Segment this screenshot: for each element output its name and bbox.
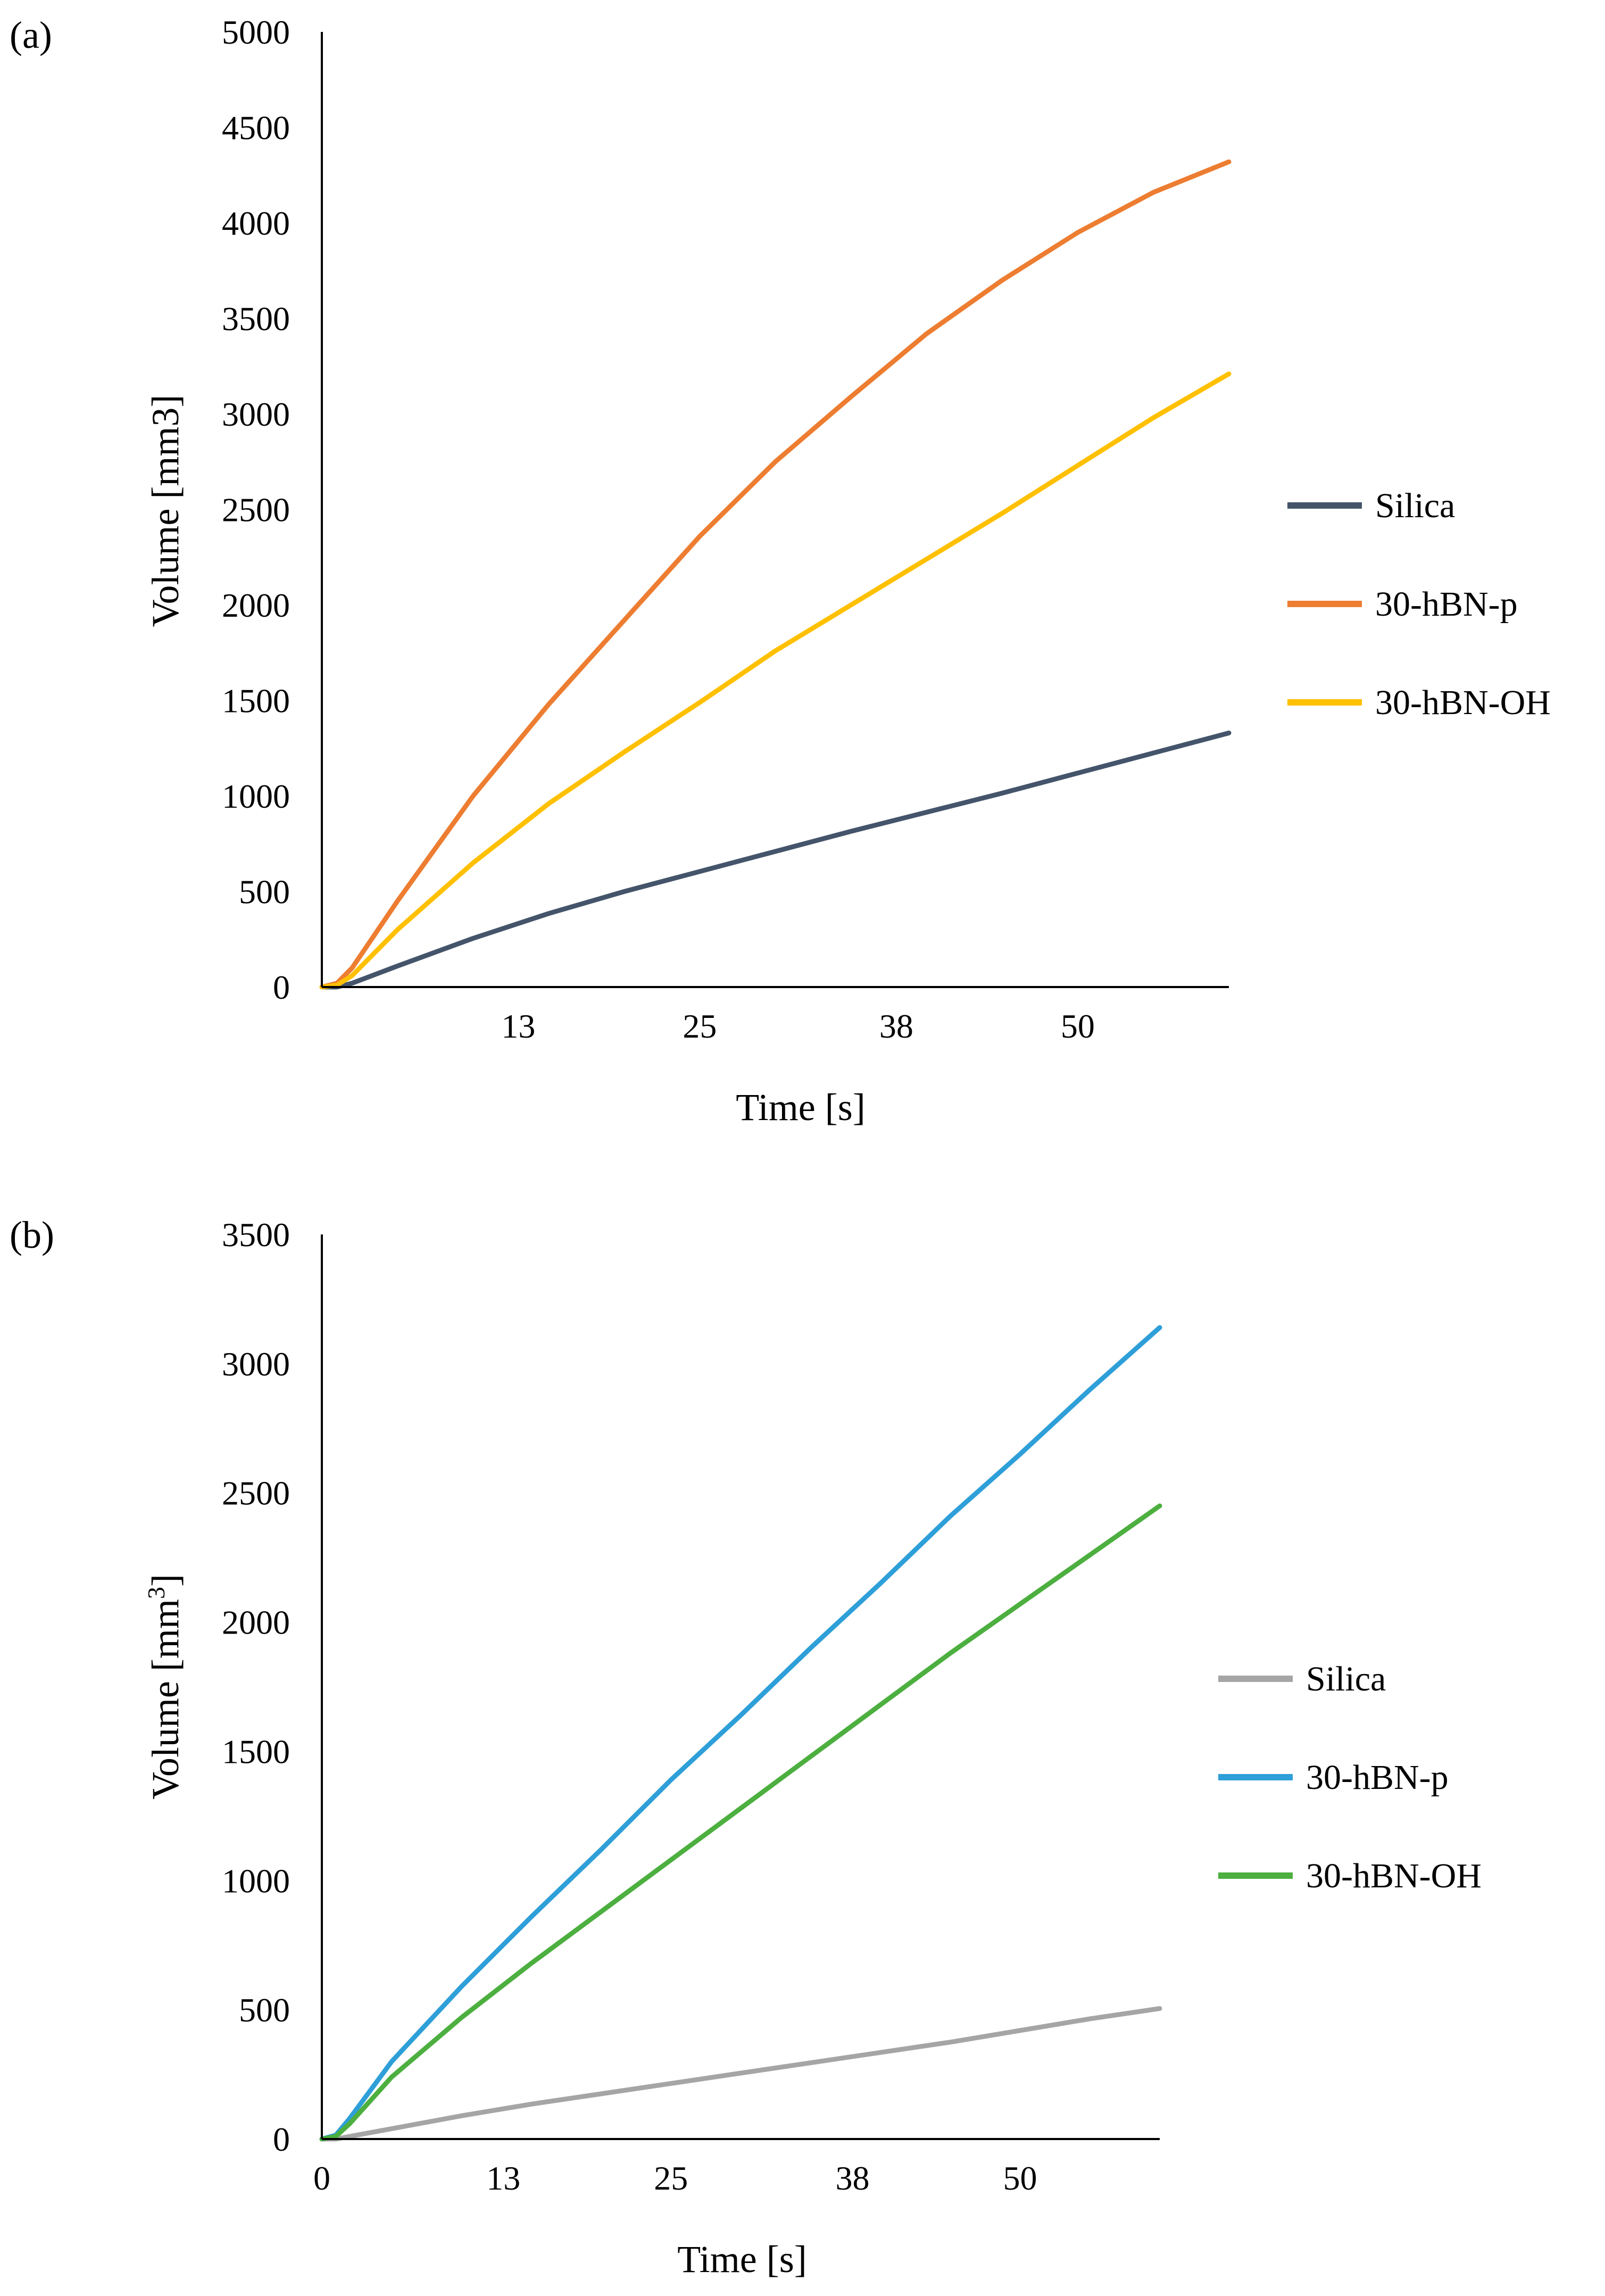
panel-b-y-tick-label: 500: [239, 1991, 290, 2029]
panel-b-y-tick-label: 3000: [222, 1345, 290, 1383]
panel-a: (a) 0 500 1000 1500 2000 2500 3000 3500 4000 4500…: [10, 13, 1551, 1129]
panel-b-legend-label-30-hbn-oh: 30-hBN-OH: [1306, 1856, 1482, 1895]
panel-a-y-tick-label: 2000: [222, 586, 290, 624]
panel-a-series-silica: [319, 731, 1232, 990]
panel-a-y-tick-label: 1000: [222, 777, 290, 815]
panel-a-legend: Silica 30-hBN-p 30-hBN-OH: [1287, 486, 1551, 722]
panel-a-y-tick-label: 3000: [222, 395, 290, 433]
panel-a-y-axis-title: Volume [mm3]: [144, 395, 187, 627]
panel-a-series-30-hbn-oh: [319, 371, 1232, 990]
panel-a-x-tick-label: 50: [1061, 1007, 1095, 1045]
panel-b-y-tick-label: 0: [273, 2120, 290, 2158]
panel-b-y-tick-label: 3500: [222, 1216, 290, 1254]
panel-b-y-tick-label: 2500: [222, 1474, 290, 1512]
panel-b-ticks: 0 500 1000 1500 2000 2500 3000 3500 0 13 25 38 50: [222, 1216, 1037, 2197]
panel-a-label: (a): [10, 14, 52, 56]
panel-b-x-tick-label: 0: [313, 2159, 330, 2197]
panel-b-series-30-hbn-oh: [319, 1503, 1162, 2142]
panel-b-label: (b): [10, 1214, 54, 1256]
panel-a-y-tick-label: 4000: [222, 204, 290, 242]
panel-a-y-tick-label: 0: [273, 968, 290, 1006]
panel-a-y-tick-label: 1500: [222, 682, 290, 720]
panel-b-y-axis-title-end: ]: [144, 1574, 187, 1587]
panel-b-y-axis-title-sup: 3: [143, 1587, 170, 1599]
panel-b-y-axis-title: Volume [mm3]: [143, 1574, 187, 1800]
panel-a-x-tick-label: 13: [501, 1007, 535, 1045]
panel-a-ticks: 0 500 1000 1500 2000 2500 3000 3500 4000 4500 5000…: [222, 13, 1095, 1045]
panel-b-x-tick-label: 38: [836, 2159, 870, 2197]
panel-a-x-tick-label: 38: [879, 1007, 913, 1045]
panel-a-legend-label-30-hbn-p: 30-hBN-p: [1375, 585, 1518, 624]
panel-a-x-tick-label: 25: [683, 1007, 717, 1045]
panel-b-x-tick-label: 50: [1003, 2159, 1037, 2197]
panel-b-x-tick-label: 13: [486, 2159, 520, 2197]
panel-b-y-tick-label: 1500: [222, 1733, 290, 1770]
panel-a-y-tick-label: 500: [239, 873, 290, 911]
panel-a-series-30-hbn-p: [319, 159, 1232, 990]
panel-a-y-tick-label: 5000: [222, 13, 290, 51]
panel-b-series-group: [319, 1325, 1162, 2142]
panel-a-y-tick-label: 2500: [222, 491, 290, 529]
panel-b-x-tick-label: 25: [654, 2159, 688, 2197]
panel-a-legend-label-silica: Silica: [1375, 486, 1455, 525]
panel-b-series-silica: [319, 2006, 1162, 2142]
panel-b: (b) 0 500 1000 1500 2000 2500 3000 3500 0 13 25 38 5…: [10, 1214, 1482, 2281]
panel-b-y-axis-title-main: Volume [mm: [144, 1599, 187, 1800]
panel-a-y-tick-label: 3500: [222, 300, 290, 338]
panel-b-x-axis-title: Time [s]: [677, 2238, 806, 2281]
panel-a-legend-label-30-hbn-oh: 30-hBN-OH: [1375, 683, 1551, 722]
panel-b-legend: Silica 30-hBN-p 30-hBN-OH: [1218, 1660, 1482, 1895]
panel-b-series-30-hbn-p: [319, 1325, 1162, 2142]
panel-b-legend-label-silica: Silica: [1306, 1660, 1386, 1698]
panel-b-y-tick-label: 1000: [222, 1862, 290, 1900]
panel-b-legend-label-30-hbn-p: 30-hBN-p: [1306, 1758, 1449, 1797]
panel-b-y-tick-label: 2000: [222, 1604, 290, 1642]
panel-a-y-tick-label: 4500: [222, 109, 290, 147]
panel-a-series-group: [319, 159, 1232, 990]
panel-a-x-axis-title: Time [s]: [736, 1086, 865, 1129]
